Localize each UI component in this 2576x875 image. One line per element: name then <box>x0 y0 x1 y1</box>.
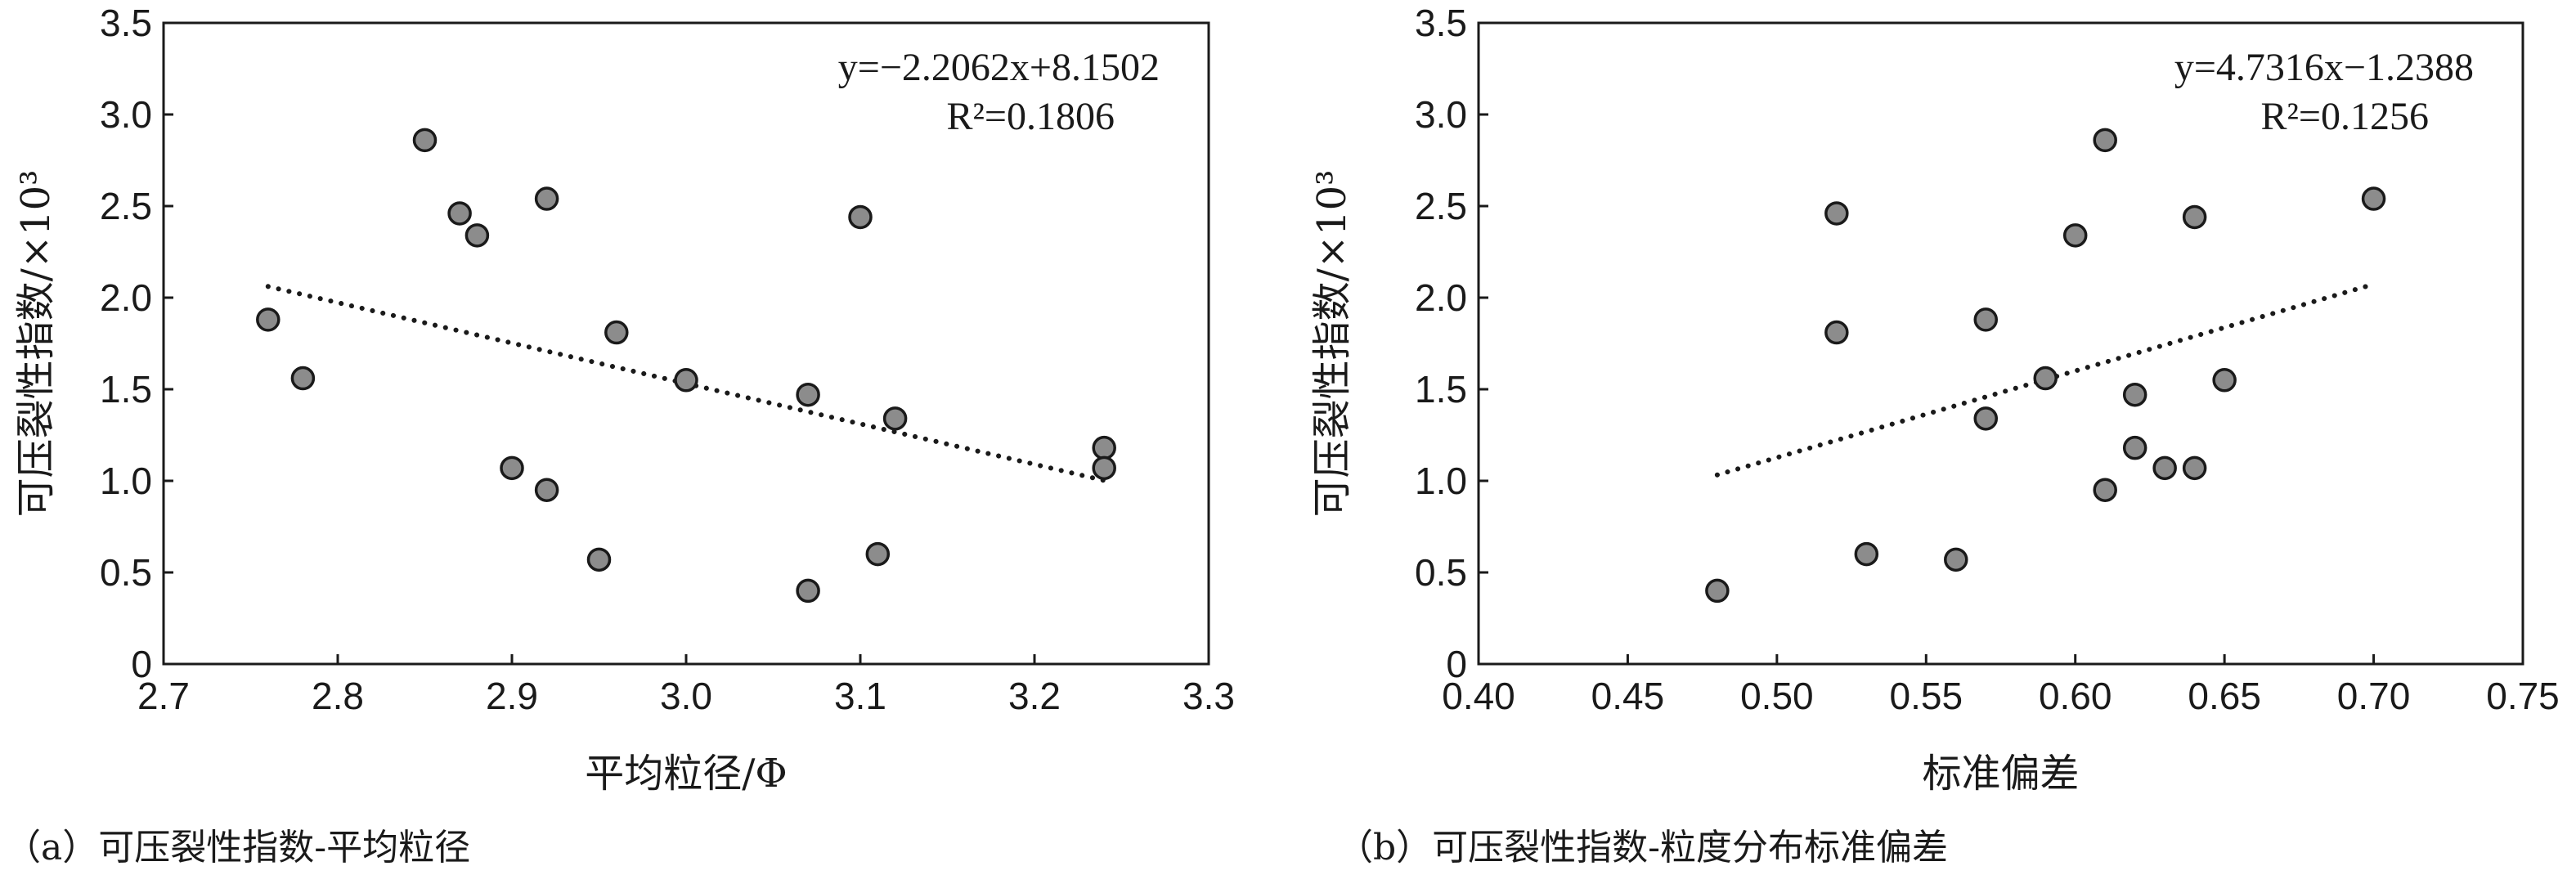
x-tick-label-a: 3.3 <box>1183 675 1235 717</box>
data-point-a <box>534 186 559 211</box>
x-tick-label-a: 2.9 <box>486 675 538 717</box>
data-point-a <box>464 223 490 248</box>
data-point-b <box>1824 320 1849 345</box>
data-point-a <box>1092 435 1116 460</box>
x-tick-label-b: 0.60 <box>2039 675 2112 717</box>
data-point-a <box>796 382 820 407</box>
y-tick-label-a: 0.5 <box>100 551 152 594</box>
data-point-a <box>1092 455 1116 481</box>
data-point-b <box>2093 128 2117 153</box>
x-tick-label-a: 2.7 <box>137 675 190 717</box>
x-tick-label-b: 0.40 <box>1442 675 1515 717</box>
chart-panel-a: 2.7 2.8 2.9 3.0 3.1 3.2 3.3 0 0.5 1.0 1.5 2.0 2.5 3.0… <box>5 2 1235 868</box>
x-tick-label-a: 2.8 <box>312 675 364 717</box>
y-tick-label-a: 1.0 <box>100 460 152 502</box>
y-tick-label-a: 3.0 <box>100 93 152 136</box>
data-point-a <box>796 578 820 604</box>
data-point-a <box>256 307 280 332</box>
r-squared-b: R²=0.1256 <box>2261 95 2429 138</box>
x-tick-label-a: 3.1 <box>834 675 886 717</box>
data-point-b <box>1973 307 1999 332</box>
data-point-a <box>290 366 316 391</box>
x-tick-label-a: 3.0 <box>660 675 712 717</box>
data-point-a <box>848 204 873 230</box>
y-tick-label-b: 0 <box>1446 643 1467 685</box>
scatter-chart-a: 2.7 2.8 2.9 3.0 3.1 3.2 3.3 0 0.5 1.0 1.5 2.0 2.5 3.0… <box>13 2 1235 796</box>
y-tick-label-b: 1.5 <box>1415 368 1467 411</box>
y-tick-label-a: 0 <box>131 643 152 685</box>
y-tick-label-b: 0.5 <box>1415 551 1467 594</box>
data-point-b <box>2122 435 2147 460</box>
data-point-a <box>674 368 698 393</box>
data-point-a <box>534 478 559 502</box>
y-axis-title-a: 可压裂性指数/×10³ <box>13 170 59 518</box>
y-axis-title-b: 可压裂性指数/×10³ <box>1309 170 1355 518</box>
data-point-a <box>604 320 629 345</box>
data-point-b <box>2152 455 2177 481</box>
regression-equation-b: y=4.7316x−1.2388 <box>2174 46 2474 89</box>
y-tick-label-b: 2.0 <box>1415 276 1467 319</box>
data-point-a <box>412 128 438 153</box>
y-tick-label-b: 3.0 <box>1415 93 1467 136</box>
y-tick-label-a: 3.5 <box>100 2 152 44</box>
data-point-a <box>882 406 908 431</box>
chart-panel-b: 0.40 0.45 0.50 0.55 0.60 0.65 0.70 0.75 0 0.5 1.0 1… <box>1288 0 2576 875</box>
x-tick-label-b: 0.65 <box>2188 675 2261 717</box>
x-tick-label-b: 0.55 <box>1890 675 1963 717</box>
data-point-a <box>586 547 612 572</box>
data-point-b <box>1944 547 1968 572</box>
data-point-a <box>447 201 472 226</box>
y-tick-label-b: 1.0 <box>1415 460 1467 502</box>
x-tick-label-a: 3.2 <box>1008 675 1061 717</box>
data-point-b <box>1705 578 1730 604</box>
x-tick-label-b: 0.50 <box>1740 675 1814 717</box>
x-axis-title-a: 平均粒径/Φ <box>585 751 788 796</box>
y-tick-label-b: 3.5 <box>1415 2 1467 44</box>
data-point-b <box>2062 223 2088 248</box>
data-point-b <box>2033 366 2058 391</box>
data-point-b <box>2122 382 2147 407</box>
caption-a: （a）可压裂性指数-平均粒径 <box>5 827 471 868</box>
data-point-b <box>2093 478 2117 502</box>
r-squared-a: R²=0.1806 <box>947 95 1115 138</box>
data-point-b <box>2182 204 2207 230</box>
x-tick-label-b: 0.75 <box>2486 675 2560 717</box>
data-point-b <box>2182 455 2207 481</box>
data-point-b <box>2212 368 2237 393</box>
data-point-a <box>865 541 891 567</box>
x-tick-label-b: 0.45 <box>1591 675 1665 717</box>
data-point-a <box>500 455 524 481</box>
y-tick-label-a: 1.5 <box>100 368 152 411</box>
x-tick-label-b: 0.70 <box>2337 675 2411 717</box>
y-tick-label-a: 2.0 <box>100 276 152 319</box>
x-axis-title-b: 标准偏差 <box>1922 751 2079 796</box>
y-tick-label-a: 2.5 <box>100 185 152 227</box>
caption-b: （b）可压裂性指数-粒度分布标准偏差 <box>1337 827 1949 868</box>
scatter-chart-b: 0.40 0.45 0.50 0.55 0.60 0.65 0.70 0.75 0 0.5 1.0 1… <box>1309 2 2560 796</box>
y-tick-label-b: 2.5 <box>1415 185 1467 227</box>
data-point-b <box>2361 186 2386 211</box>
plot-frame-b <box>1477 21 2524 666</box>
regression-equation-a: y=−2.2062x+8.1502 <box>838 46 1160 89</box>
data-point-b <box>1824 201 1849 226</box>
data-point-b <box>1973 406 1999 431</box>
data-point-b <box>1854 541 1879 567</box>
